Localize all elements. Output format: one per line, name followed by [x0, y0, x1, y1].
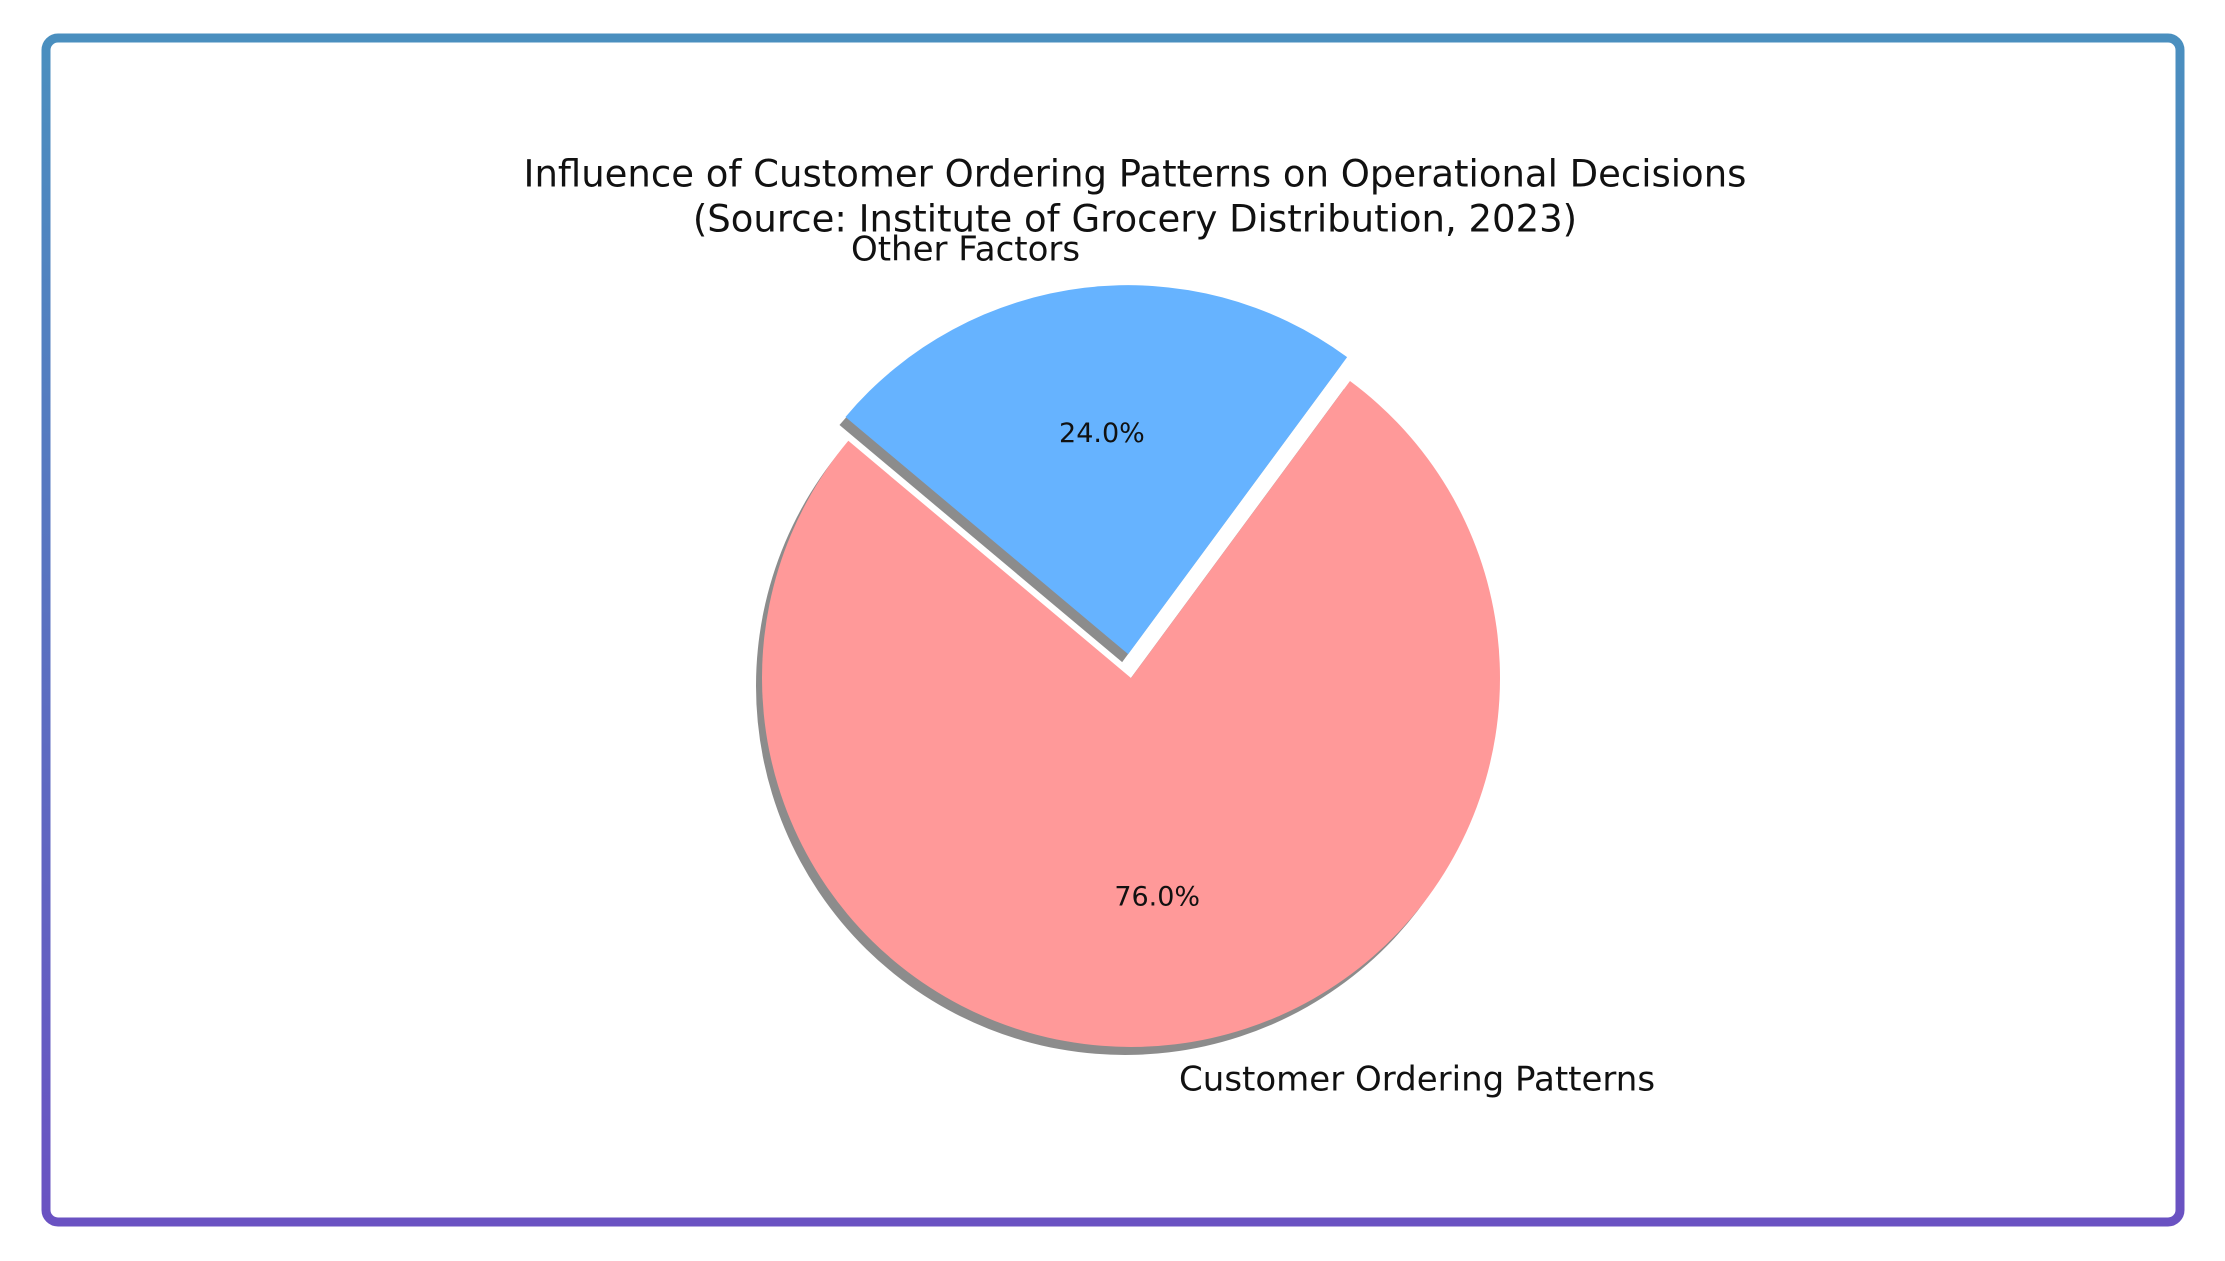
slice-label: Customer Ordering Patterns: [1179, 1060, 1655, 1100]
pie-slice: [761, 380, 1500, 1048]
value-label: 24.0%: [1059, 418, 1145, 449]
slice-label: Other Factors: [851, 230, 1080, 270]
value-label: 76.0%: [1114, 881, 1200, 912]
chart-subtitle: (Source: Institute of Grocery Distributi…: [693, 198, 1577, 241]
chart-title: Influence of Customer Ordering Patterns …: [524, 153, 1747, 196]
pie-slice: [845, 285, 1348, 655]
slices: [761, 285, 1500, 1048]
